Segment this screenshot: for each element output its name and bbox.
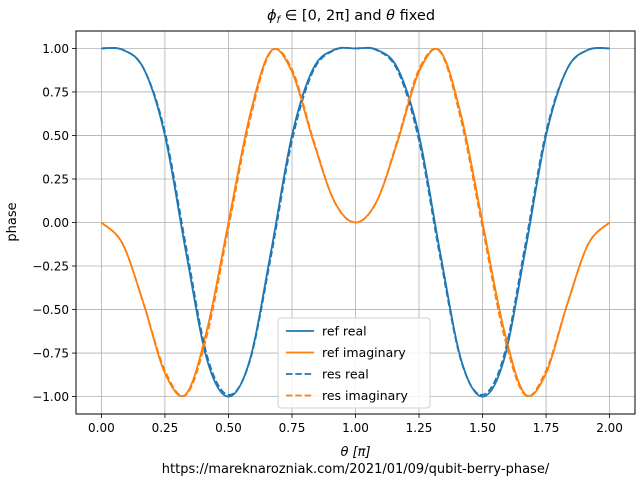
y-tick-label: 0.75 (42, 85, 69, 99)
y-axis-label: phase (5, 202, 20, 241)
x-tick-label: 0.75 (279, 421, 306, 435)
title-theta: θ (386, 8, 395, 24)
source-url-footer: https://mareknarozniak.com/2021/01/09/qu… (162, 462, 550, 477)
x-tick-label: 0.00 (88, 421, 115, 435)
y-tick-label: 0.50 (42, 129, 69, 143)
y-tick-label: −1.00 (32, 390, 69, 404)
title-tail: fixed (395, 8, 435, 24)
title-middle: ∈ [0, 2π] and (280, 8, 386, 24)
series-line-res-real (101, 46, 610, 396)
legend-label: ref real (322, 324, 367, 339)
x-tick-label: 0.25 (152, 421, 179, 435)
x-tick-label: 2.00 (596, 421, 623, 435)
legend: ref real ref imaginary res real res imagina… (277, 317, 431, 409)
y-tick-label: 1.00 (42, 42, 69, 56)
y-tick-label: 0.00 (42, 216, 69, 230)
x-tick-label: 1.50 (469, 421, 496, 435)
x-tick-label: 1.25 (406, 421, 433, 435)
series-line-res-imaginary (100, 48, 611, 398)
title-phi-subscript: f (277, 15, 282, 26)
x-tick-label: 1.00 (342, 421, 369, 435)
series-lines (100, 46, 611, 398)
y-tick-label: −0.25 (32, 260, 69, 274)
x-axis-ticks: 0.00 0.25 0.50 0.75 1.00 1.25 1.50 1.75 2.00 (88, 414, 623, 435)
y-axis-ticks: −1.00 −0.75 −0.50 −0.25 0.00 0.25 0.50 0.75 1.00 (32, 42, 76, 404)
x-axis-label: θ [π] (340, 445, 370, 460)
x-tick-label: 1.75 (533, 421, 560, 435)
title-phi: ϕ (267, 8, 277, 24)
x-tick-label: 0.50 (215, 421, 242, 435)
legend-label: res real (322, 367, 369, 382)
legend-box (277, 317, 431, 409)
legend-label: ref imaginary (322, 345, 406, 360)
chart-title: ϕf ∈ [0, 2π] and θ fixed (267, 8, 435, 26)
y-tick-label: −0.75 (32, 347, 69, 361)
y-tick-label: 0.25 (42, 172, 69, 186)
legend-label: res imaginary (322, 388, 408, 403)
y-tick-label: −0.50 (32, 303, 69, 317)
